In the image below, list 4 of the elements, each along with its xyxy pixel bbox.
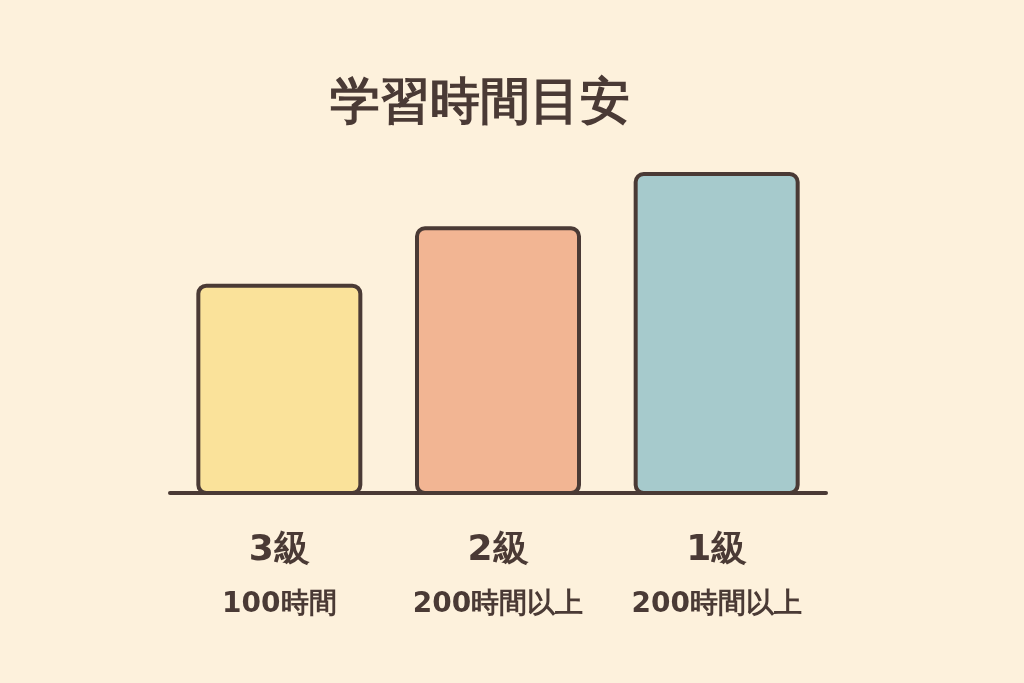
annotation: 100時間 bbox=[222, 586, 337, 619]
annotation: 200時間以上 bbox=[412, 586, 584, 619]
title: 学習時間目安 bbox=[330, 72, 630, 130]
annotation: 200時間以上 bbox=[631, 586, 802, 619]
